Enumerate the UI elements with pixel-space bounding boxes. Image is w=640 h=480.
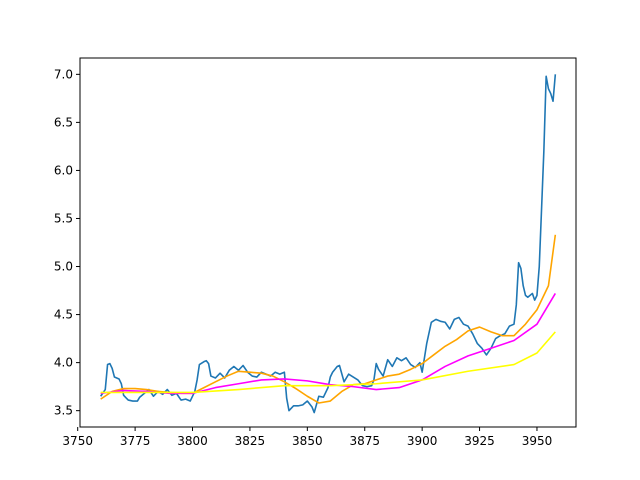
y-tick-label: 6.0 xyxy=(54,163,73,177)
x-tick-label: 3850 xyxy=(292,434,323,448)
x-tick-label: 3750 xyxy=(62,434,93,448)
x-tick-label: 3775 xyxy=(120,434,151,448)
series-line-3 xyxy=(100,293,557,395)
y-tick-label: 4.0 xyxy=(54,356,73,370)
x-axis: 3750 3775 3800 3825 3850 3875 3900 3925 3950 xyxy=(62,427,552,448)
y-tick-label: 3.5 xyxy=(54,404,73,418)
x-tick-label: 3925 xyxy=(464,434,495,448)
series-line-4 xyxy=(100,331,556,394)
series-line-1 xyxy=(100,74,557,414)
x-tick-label: 3950 xyxy=(522,434,553,448)
x-tick-label: 3800 xyxy=(177,434,208,448)
x-tick-label: 3875 xyxy=(349,434,380,448)
y-tick-label: 5.0 xyxy=(54,260,73,274)
plot-frame xyxy=(79,57,577,428)
series-line-2 xyxy=(100,234,557,404)
y-tick-label: 4.5 xyxy=(54,308,73,322)
y-axis: 3.5 4.0 4.5 5.0 5.5 6.0 6.5 7.0 xyxy=(54,67,80,418)
x-tick-label: 3825 xyxy=(235,434,266,448)
y-tick-label: 5.5 xyxy=(54,211,73,225)
series-layer xyxy=(100,74,557,414)
y-tick-label: 7.0 xyxy=(54,67,73,81)
x-tick-label: 3900 xyxy=(407,434,438,448)
y-tick-label: 6.5 xyxy=(54,115,73,129)
